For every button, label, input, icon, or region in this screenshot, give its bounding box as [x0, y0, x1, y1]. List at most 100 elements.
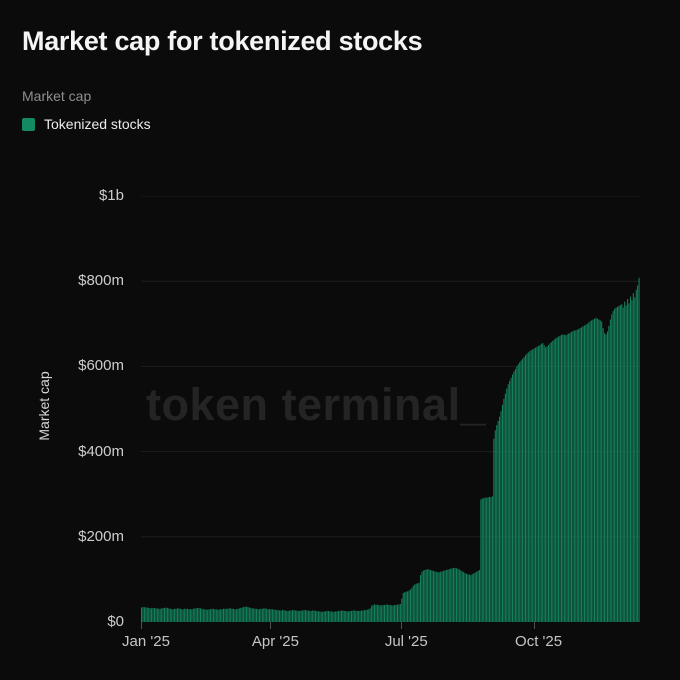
- bar[interactable]: [632, 293, 634, 622]
- bar[interactable]: [234, 609, 236, 622]
- bar[interactable]: [224, 608, 226, 622]
- bar[interactable]: [153, 607, 155, 622]
- bar[interactable]: [182, 609, 184, 622]
- bar[interactable]: [299, 610, 301, 622]
- bar[interactable]: [477, 570, 479, 622]
- bar[interactable]: [306, 610, 308, 623]
- bar[interactable]: [578, 328, 580, 622]
- bar[interactable]: [251, 608, 253, 622]
- bar[interactable]: [338, 610, 340, 622]
- bar[interactable]: [362, 610, 364, 623]
- bar[interactable]: [244, 606, 246, 622]
- bar[interactable]: [222, 608, 225, 622]
- bar[interactable]: [335, 611, 337, 622]
- bar[interactable]: [412, 585, 414, 622]
- bar[interactable]: [622, 307, 624, 622]
- bar[interactable]: [348, 611, 350, 622]
- bar[interactable]: [411, 587, 413, 622]
- bar[interactable]: [192, 608, 194, 622]
- bar[interactable]: [553, 339, 555, 622]
- bar[interactable]: [158, 608, 160, 622]
- bar[interactable]: [545, 347, 547, 622]
- bar[interactable]: [296, 610, 298, 623]
- bar[interactable]: [396, 604, 399, 622]
- bar[interactable]: [238, 608, 240, 622]
- bar[interactable]: [371, 605, 373, 622]
- bar[interactable]: [572, 331, 574, 622]
- bar[interactable]: [350, 610, 352, 622]
- bar[interactable]: [188, 609, 190, 622]
- bar[interactable]: [638, 277, 640, 622]
- bar[interactable]: [581, 327, 583, 622]
- bar[interactable]: [549, 343, 551, 622]
- bar[interactable]: [174, 608, 176, 622]
- bar[interactable]: [619, 305, 621, 622]
- bar[interactable]: [194, 608, 196, 622]
- bar[interactable]: [533, 348, 535, 622]
- bar[interactable]: [566, 334, 568, 622]
- bar[interactable]: [476, 571, 478, 622]
- bar[interactable]: [266, 608, 268, 622]
- bar[interactable]: [604, 333, 606, 622]
- bar[interactable]: [499, 416, 501, 622]
- bar[interactable]: [583, 325, 585, 623]
- bar[interactable]: [497, 420, 499, 622]
- legend[interactable]: Tokenized stocks: [22, 116, 151, 132]
- bar[interactable]: [438, 572, 440, 622]
- bar[interactable]: [450, 568, 452, 622]
- bar[interactable]: [395, 604, 397, 622]
- bar[interactable]: [382, 604, 384, 622]
- bar[interactable]: [598, 319, 600, 622]
- bar[interactable]: [543, 345, 545, 622]
- bar[interactable]: [164, 607, 166, 622]
- bar[interactable]: [467, 574, 469, 622]
- bar[interactable]: [378, 604, 380, 622]
- bar[interactable]: [179, 608, 181, 622]
- bars-svg[interactable]: [141, 196, 640, 622]
- bar[interactable]: [573, 330, 575, 622]
- bar[interactable]: [559, 335, 561, 622]
- bar[interactable]: [201, 608, 203, 622]
- bar[interactable]: [294, 610, 296, 623]
- bar[interactable]: [625, 305, 627, 622]
- bar[interactable]: [386, 604, 388, 622]
- bar[interactable]: [309, 610, 311, 622]
- bar[interactable]: [230, 608, 232, 622]
- bar[interactable]: [317, 611, 319, 622]
- bar[interactable]: [481, 498, 483, 622]
- bar[interactable]: [629, 296, 631, 622]
- bar[interactable]: [399, 604, 401, 622]
- bar[interactable]: [210, 609, 212, 622]
- bar[interactable]: [487, 497, 489, 622]
- bar[interactable]: [254, 608, 256, 622]
- bar[interactable]: [565, 335, 567, 622]
- bar[interactable]: [522, 358, 524, 622]
- bar[interactable]: [591, 320, 593, 622]
- bar[interactable]: [267, 609, 269, 622]
- bar[interactable]: [460, 570, 462, 622]
- bar[interactable]: [608, 325, 610, 622]
- bar[interactable]: [218, 609, 220, 622]
- bar[interactable]: [372, 604, 374, 622]
- bar[interactable]: [558, 336, 560, 622]
- bar[interactable]: [529, 351, 531, 622]
- bar[interactable]: [250, 607, 252, 622]
- bar[interactable]: [151, 608, 153, 622]
- bar[interactable]: [509, 380, 511, 622]
- bar[interactable]: [211, 608, 213, 622]
- bar[interactable]: [428, 569, 430, 622]
- bar[interactable]: [455, 568, 457, 622]
- bar[interactable]: [257, 609, 259, 622]
- bar[interactable]: [425, 569, 427, 622]
- bar[interactable]: [198, 607, 200, 622]
- bar[interactable]: [441, 571, 443, 622]
- bar[interactable]: [243, 607, 245, 622]
- bar[interactable]: [606, 331, 608, 622]
- bar[interactable]: [435, 571, 437, 622]
- bar[interactable]: [355, 610, 357, 622]
- bar[interactable]: [539, 345, 541, 622]
- bar[interactable]: [184, 608, 186, 622]
- bar[interactable]: [361, 610, 363, 623]
- bar[interactable]: [432, 570, 434, 622]
- bar[interactable]: [384, 604, 386, 622]
